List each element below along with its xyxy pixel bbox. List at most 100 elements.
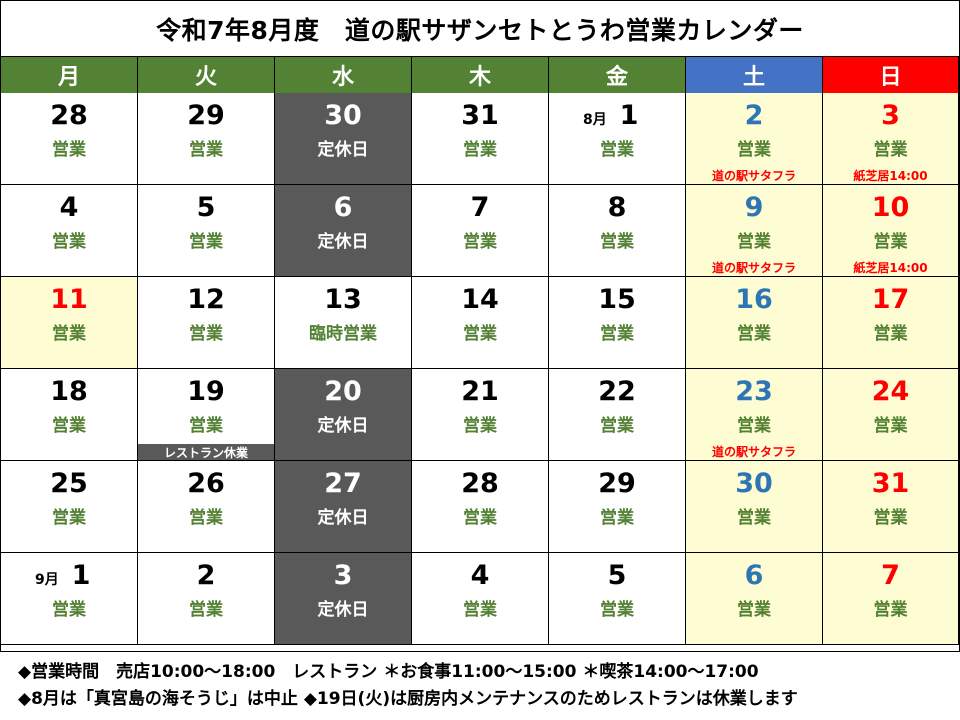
day-cell: 2 営業 道の駅サタフラ	[686, 93, 823, 185]
day-cell: 30 営業	[686, 461, 823, 553]
business-status: 営業	[52, 140, 86, 160]
day-cell: 2 営業	[138, 553, 275, 645]
day-number: 21	[461, 376, 499, 407]
business-status: 営業	[737, 416, 771, 436]
business-status: 営業	[189, 600, 223, 620]
business-status: 営業	[52, 508, 86, 528]
day-number: 4	[470, 560, 490, 591]
event-label: 紙芝居14:00	[853, 261, 928, 275]
business-status: 営業	[737, 232, 771, 252]
day-number: 13	[324, 284, 362, 315]
business-status: 営業	[52, 600, 86, 620]
day-cell: 12 営業	[138, 277, 275, 369]
day-cell: 25 営業	[1, 461, 138, 553]
day-cell: 26 営業	[138, 461, 275, 553]
day-cell: 4 営業	[412, 553, 549, 645]
weekday-header-thu: 木	[412, 57, 549, 93]
day-number: 3	[881, 100, 900, 131]
day-cell: 7 営業	[412, 185, 549, 277]
day-number: 12	[187, 284, 225, 315]
business-status: 営業	[463, 508, 497, 528]
day-number: 24	[871, 376, 910, 407]
day-number: 5	[196, 192, 216, 223]
month-label: 9月	[35, 572, 59, 588]
business-status: 臨時営業	[309, 324, 377, 344]
business-status: 営業	[52, 324, 86, 344]
business-status: 営業	[737, 508, 771, 528]
day-number: 17	[871, 284, 910, 315]
day-cell: 21 営業	[412, 369, 549, 461]
day-cell: 5 営業	[138, 185, 275, 277]
business-status: 営業	[873, 600, 908, 620]
day-cell: 3 定休日	[275, 553, 412, 645]
day-number: 8	[607, 192, 627, 223]
event-label: 道の駅サタフラ	[711, 445, 796, 459]
day-number: 5	[607, 560, 627, 591]
day-cell: 10 営業紙芝居14:00	[823, 185, 959, 277]
business-hours-note: ◆営業時間 売店10:00～18:00 レストラン ＊お食事11:00～15:0…	[18, 662, 759, 682]
day-number: 3	[333, 560, 353, 591]
business-status: 営業	[873, 140, 908, 160]
day-cell: 28 営業	[1, 93, 138, 185]
day-cell: 9 営業 道の駅サタフラ	[686, 185, 823, 277]
day-number: 2	[744, 100, 764, 131]
business-status: 営業	[189, 140, 223, 160]
business-status: 営業	[600, 324, 634, 344]
notice-note: ◆8月は「真宮島の海そうじ」は中止 ◆19日(火)は厨房内メンテナンスのためレス…	[18, 689, 798, 709]
weekday-header-sat: 土	[686, 57, 823, 93]
day-cell: 31 営業	[823, 461, 959, 553]
day-cell: 29 営業	[138, 93, 275, 185]
business-status: 営業	[737, 324, 771, 344]
day-cell: 23 営業道の駅サタフラ	[686, 369, 823, 461]
day-number: 23	[735, 376, 773, 407]
business-status: 営業	[600, 232, 634, 252]
day-number: 25	[50, 468, 88, 499]
day-number: 1	[619, 100, 639, 131]
calendar-grid: 28 営業 29 営業 30 定休日 31 営業 1 8月 営業 2 営業 道の駅サタフラ 3 営業 紙芝居14…	[1, 93, 959, 646]
day-number: 20	[324, 376, 362, 407]
business-status: 営業	[600, 416, 634, 436]
business-status: 営業	[737, 140, 771, 160]
day-cell: 6 定休日	[275, 185, 412, 277]
day-number: 22	[598, 376, 636, 407]
business-status: 営業	[873, 232, 908, 252]
day-cell: 18 営業	[1, 369, 138, 461]
day-cell: 13 臨時営業	[275, 277, 412, 369]
day-number: 10	[871, 192, 910, 223]
business-status: 営業	[873, 324, 908, 344]
business-status: 定休日	[317, 140, 369, 160]
business-status: 営業	[600, 600, 634, 620]
day-number: 18	[50, 376, 88, 407]
day-cell: 11 営業	[1, 277, 138, 369]
day-cell: 15 営業	[549, 277, 686, 369]
day-number: 14	[461, 284, 499, 315]
business-status: 営業	[463, 416, 497, 436]
business-status: 定休日	[317, 416, 369, 436]
day-number: 4	[59, 192, 79, 223]
calendar-frame: 令和7年8月度 道の駅サザンセトとうわ営業カレンダー 月火水木金土日 28 営業 2…	[0, 0, 960, 652]
day-cell: 1 8月営業	[549, 93, 686, 185]
day-number: 6	[333, 192, 353, 223]
day-cell: 6 営業	[686, 553, 823, 645]
business-status: 定休日	[317, 508, 369, 528]
business-status: 定休日	[317, 600, 369, 620]
day-number: 7	[470, 192, 490, 223]
business-status: 営業	[873, 508, 908, 528]
day-cell: 27 定休日	[275, 461, 412, 553]
day-cell: 29 営業	[549, 461, 686, 553]
restaurant-closed-band: レストラン休業	[138, 444, 274, 460]
calendar-title: 令和7年8月度 道の駅サザンセトとうわ営業カレンダー	[1, 1, 959, 57]
day-number: 30	[735, 468, 773, 499]
day-number: 29	[598, 468, 636, 499]
weekday-header-sun: 日	[823, 57, 959, 93]
business-status: 営業	[600, 140, 634, 160]
day-number: 31	[871, 468, 910, 499]
day-number: 29	[187, 100, 225, 131]
business-status: 営業	[463, 600, 497, 620]
business-status: 営業	[463, 140, 497, 160]
day-cell: 7 営業	[823, 553, 959, 645]
weekday-header-tue: 火	[138, 57, 275, 93]
day-cell: 28 営業	[412, 461, 549, 553]
day-cell: 3 営業 紙芝居14:00	[823, 93, 959, 185]
month-label: 8月	[583, 112, 607, 128]
